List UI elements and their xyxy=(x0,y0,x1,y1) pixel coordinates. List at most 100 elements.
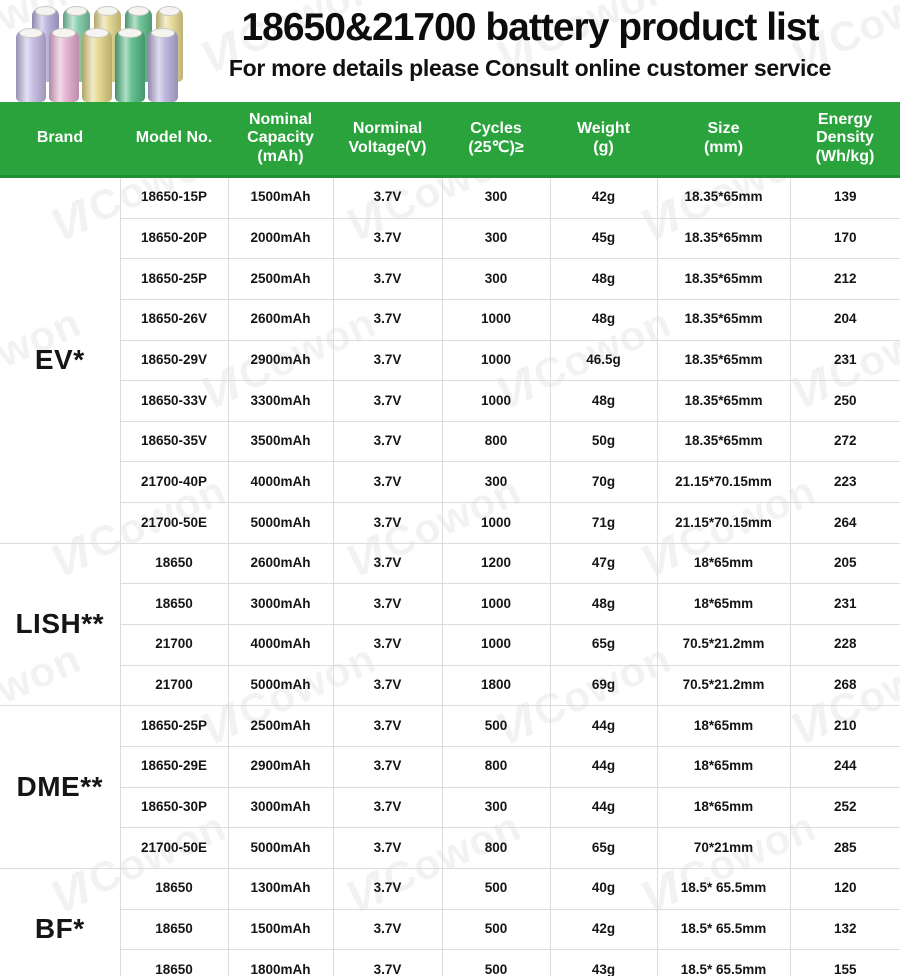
cell-voltage: 3.7V xyxy=(332,583,443,626)
cell-model: 18650-20P xyxy=(119,217,229,260)
header-energy-density: Energy Density (Wh/kg) xyxy=(790,102,900,178)
cell-capacity: 4000mAh xyxy=(227,624,334,666)
cell-size: 18*65mm xyxy=(656,705,791,747)
cell-energy: 268 xyxy=(789,664,900,707)
battery-cap xyxy=(159,6,180,16)
cell-weight: 43g xyxy=(549,949,658,976)
cell-energy: 204 xyxy=(789,298,900,341)
cell-weight: 71g xyxy=(549,502,658,544)
cell-model: 18650-15P xyxy=(119,176,229,219)
cell-size: 18.35*65mm xyxy=(656,380,791,422)
cell-weight: 47g xyxy=(549,542,658,585)
cell-model: 21700-50E xyxy=(119,502,229,544)
cell-weight: 42g xyxy=(549,176,658,219)
cell-weight: 65g xyxy=(549,827,658,869)
cell-cycles: 1000 xyxy=(441,339,551,382)
cell-capacity: 5000mAh xyxy=(227,827,334,869)
cell-size: 18.35*65mm xyxy=(656,258,791,300)
cell-capacity: 2500mAh xyxy=(227,705,334,747)
cell-capacity: 5000mAh xyxy=(227,502,334,544)
cell-energy: 170 xyxy=(789,217,900,260)
header-size: Size (mm) xyxy=(657,102,790,178)
cell-voltage: 3.7V xyxy=(332,786,443,829)
table-row: 21700-50E 5000mAh 3.7V 800 65g 70*21mm 285 xyxy=(0,827,900,869)
cell-size: 18.5* 65.5mm xyxy=(656,949,791,976)
cell-energy: 250 xyxy=(789,380,900,422)
cell-model: 18650-35V xyxy=(119,420,229,463)
cell-size: 18.35*65mm xyxy=(656,176,791,219)
cell-size: 18.35*65mm xyxy=(656,339,791,382)
cell-voltage: 3.7V xyxy=(332,908,443,951)
cell-capacity: 4000mAh xyxy=(227,461,334,504)
table-row: 18650-25P 2500mAh 3.7V 300 48g 18.35*65mm 212 xyxy=(0,258,900,300)
cell-energy: 272 xyxy=(789,420,900,463)
cell-weight: 45g xyxy=(549,217,658,260)
header-nominal-voltage: Norminal Voltage(V) xyxy=(333,102,442,178)
cell-size: 18*65mm xyxy=(656,583,791,626)
cell-energy: 223 xyxy=(789,461,900,504)
cell-energy: 205 xyxy=(789,542,900,585)
cell-cycles: 300 xyxy=(441,217,551,260)
battery-shine xyxy=(16,30,46,102)
cell-voltage: 3.7V xyxy=(332,258,443,300)
cell-voltage: 3.7V xyxy=(332,624,443,666)
battery-cap xyxy=(85,28,109,38)
product-table-body: EV* 18650-15P 1500mAh 3.7V 300 42g 18.35*65mm 1… xyxy=(0,176,900,976)
cell-voltage: 3.7V xyxy=(332,867,443,910)
table-row: 18650-30P 3000mAh 3.7V 300 44g 18*65mm 252 xyxy=(0,786,900,829)
cell-voltage: 3.7V xyxy=(332,339,443,382)
table-row: 21700 5000mAh 3.7V 1800 69g 70.5*21.2mm 268 xyxy=(0,664,900,707)
battery-cap xyxy=(19,28,43,38)
table-row: 21700-50E 5000mAh 3.7V 1000 71g 21.15*70.15mm… xyxy=(0,502,900,544)
table-row: 18650-29V 2900mAh 3.7V 1000 46.5g 18.35*65mm 2… xyxy=(0,339,900,382)
cell-model: 18650-30P xyxy=(119,786,229,829)
cell-model: 18650-29V xyxy=(119,339,229,382)
battery-shine xyxy=(148,30,178,102)
cell-model: 18650 xyxy=(119,542,229,585)
cell-capacity: 3000mAh xyxy=(227,583,334,626)
cell-size: 18*65mm xyxy=(656,542,791,585)
cell-energy: 120 xyxy=(789,867,900,910)
cell-weight: 48g xyxy=(549,258,658,300)
cell-weight: 48g xyxy=(549,380,658,422)
table-row: 18650-20P 2000mAh 3.7V 300 45g 18.35*65mm 170 xyxy=(0,217,900,260)
table-row: 18650 1500mAh 3.7V 500 42g 18.5* 65.5mm 132 xyxy=(0,908,900,951)
cell-voltage: 3.7V xyxy=(332,461,443,504)
battery-shine xyxy=(115,30,145,102)
top-banner: 18650&21700 battery product list For mor… xyxy=(0,0,900,102)
battery-shine xyxy=(49,30,79,102)
cell-energy: 231 xyxy=(789,339,900,382)
cell-energy: 231 xyxy=(789,583,900,626)
cell-energy: 132 xyxy=(789,908,900,951)
page-title: 18650&21700 battery product list xyxy=(241,6,819,49)
table-row: EV* 18650-15P 1500mAh 3.7V 300 42g 18.35*65mm 1… xyxy=(0,176,900,544)
cell-capacity: 1800mAh xyxy=(227,949,334,976)
cell-model: 18650 xyxy=(119,908,229,951)
cell-capacity: 2900mAh xyxy=(227,339,334,382)
table-row: 18650 3000mAh 3.7V 1000 48g 18*65mm 231 xyxy=(0,583,900,626)
cell-size: 18*65mm xyxy=(656,786,791,829)
cell-energy: 210 xyxy=(789,705,900,747)
cell-model: 21700-40P xyxy=(119,461,229,504)
cell-weight: 46.5g xyxy=(549,339,658,382)
cell-model: 18650-25P xyxy=(119,705,229,747)
cell-capacity: 3500mAh xyxy=(227,420,334,463)
table-row: 21700 4000mAh 3.7V 1000 65g 70.5*21.2mm 228 xyxy=(0,624,900,666)
cell-size: 18.35*65mm xyxy=(656,420,791,463)
cell-model: 18650 xyxy=(119,583,229,626)
cell-model: 21700-50E xyxy=(119,827,229,869)
table-row: BF* 18650 1300mAh 3.7V 500 40g 18.5* 65.5mm 120 xyxy=(0,867,900,976)
cell-capacity: 1300mAh xyxy=(227,867,334,910)
cell-model: 21700 xyxy=(119,624,229,666)
table-row: DME** 18650-25P 2500mAh 3.7V 500 44g 18*65mm 21… xyxy=(0,705,900,869)
brand-cell-ev: EV* xyxy=(0,176,121,544)
cell-cycles: 1000 xyxy=(441,380,551,422)
cell-voltage: 3.7V xyxy=(332,298,443,341)
cell-voltage: 3.7V xyxy=(332,542,443,585)
cell-size: 70*21mm xyxy=(656,827,791,869)
page-subtitle: For more details please Consult online c… xyxy=(228,54,832,81)
cell-model: 18650-29E xyxy=(119,745,229,788)
cell-capacity: 2600mAh xyxy=(227,542,334,585)
header-nominal-capacity: Nominal Capacity (mAh) xyxy=(228,102,333,178)
battery-cap xyxy=(35,6,56,16)
